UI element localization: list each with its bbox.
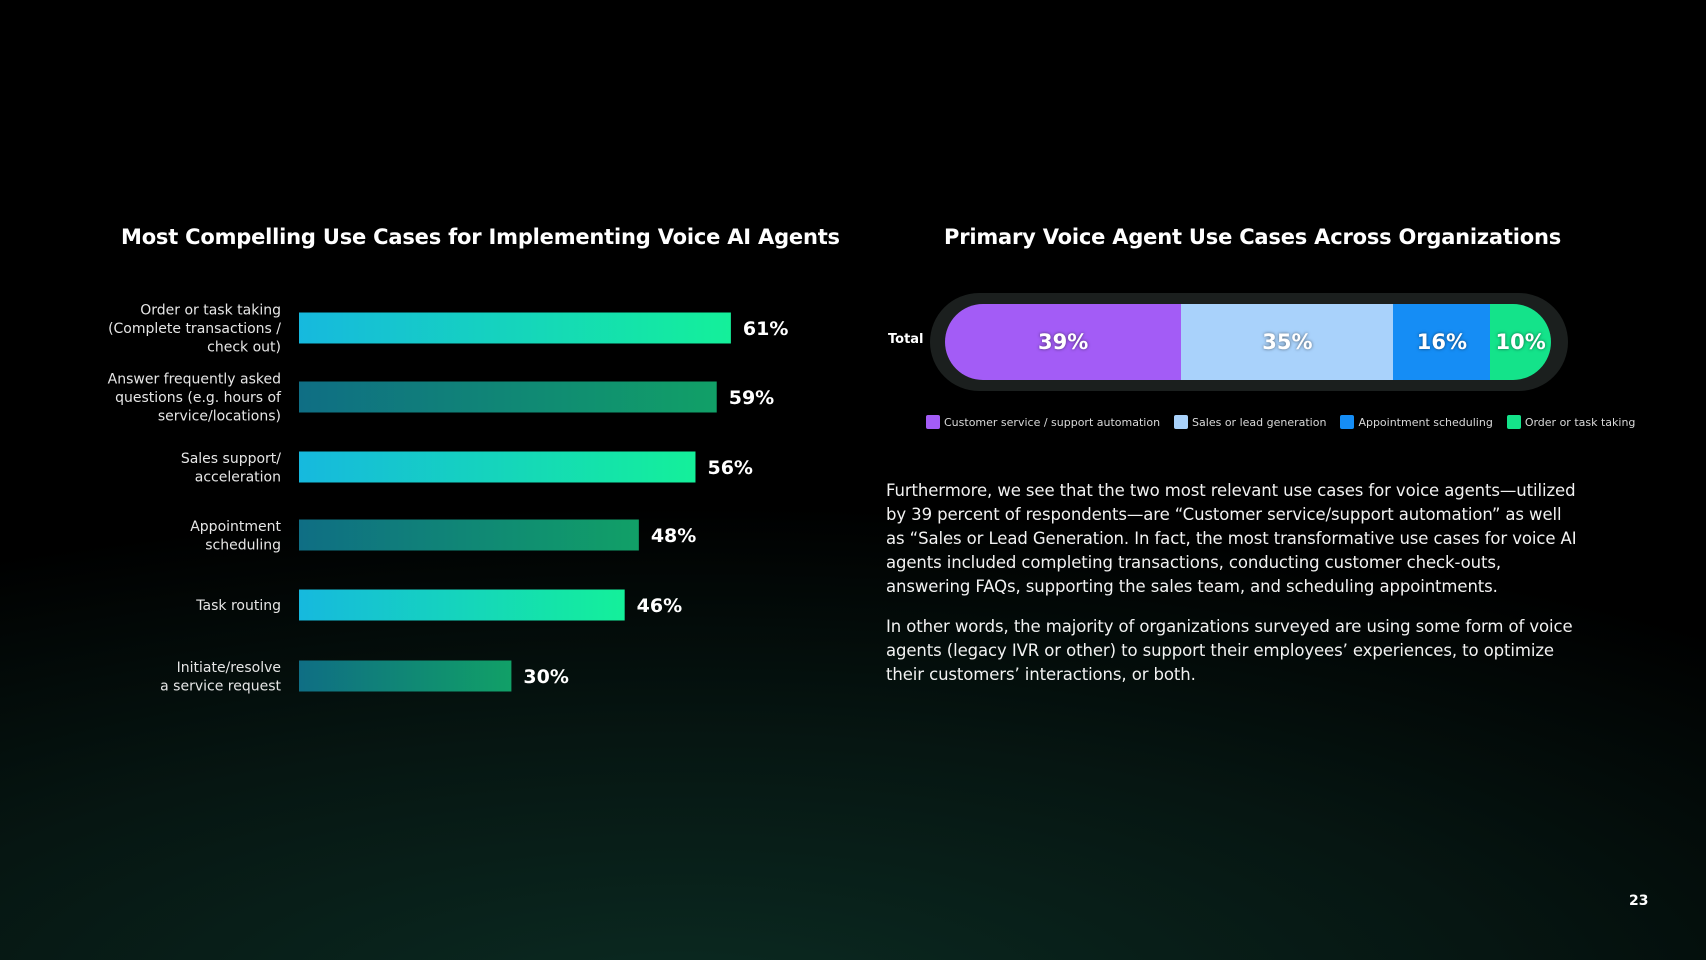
- stack-segment-2: 16%: [1393, 304, 1491, 380]
- legend-item-0: Customer service / support automation: [926, 415, 1160, 429]
- body-paragraph-2: In other words, the majority of organiza…: [886, 617, 1573, 684]
- bar-4: [299, 589, 625, 621]
- legend-label-3: Order or task taking: [1524, 415, 1636, 429]
- legend-item-1: Sales or lead generation: [1174, 415, 1326, 429]
- bar-value-label-1: 59%: [729, 387, 774, 409]
- bar-value-label-2: 56%: [707, 457, 752, 479]
- stacked-chart-title: Primary Voice Agent Use Cases Across Org…: [944, 225, 1562, 249]
- stacked-bar: 39% 35% 16% 10%: [945, 304, 1551, 380]
- page-number: 23: [1629, 893, 1649, 909]
- bar-category-label-4: Task routing: [195, 598, 281, 614]
- bar-5: [299, 660, 512, 692]
- bar-1: [299, 381, 717, 413]
- legend-item-3: Order or task taking: [1506, 415, 1636, 429]
- bar-value-label-4: 46%: [637, 595, 682, 617]
- legend-label-2: Appointment scheduling: [1358, 415, 1493, 429]
- body-paragraph-1: Furthermore, we see that the two most re…: [886, 481, 1577, 596]
- bar-category-label-1: Answer frequently asked questions (e.g. h…: [108, 372, 282, 425]
- legend-label-1: Sales or lead generation: [1192, 415, 1327, 429]
- legend-item-2: Appointment scheduling: [1340, 415, 1493, 429]
- bar-chart-title: Most Compelling Use Cases for Implementi…: [121, 225, 840, 249]
- bar-category-label-2: Sales support/acceleration: [181, 451, 281, 486]
- bar-value-label-5: 30%: [523, 666, 568, 688]
- legend-swatch-2: [1340, 415, 1355, 429]
- stacked-row-label: Total: [888, 332, 924, 347]
- bar-category-label-5: Initiate/resolve a service request: [160, 660, 281, 695]
- bar-3: [299, 519, 639, 551]
- stack-segment-3: 10%: [1490, 304, 1551, 380]
- bar-value-label-3: 48%: [651, 525, 696, 547]
- bar-2: [299, 451, 696, 483]
- bar-category-label-0: Order or task taking (Complete transactio…: [108, 303, 281, 356]
- legend-swatch-3: [1506, 415, 1521, 429]
- stack-segment-1: 35%: [1181, 304, 1394, 380]
- bar-0: [299, 312, 731, 344]
- use-cases-bar-chart: 61% Order or task taking (Complete transac…: [108, 303, 789, 695]
- stacked-bar-track: 39% 35% 16% 10%: [930, 293, 1568, 391]
- bar-category-label-3: Appointment scheduling: [190, 519, 281, 554]
- legend-label-0: Customer service / support automation: [944, 415, 1161, 429]
- stack-segment-0: 39%: [945, 304, 1182, 380]
- legend-swatch-1: [1174, 415, 1189, 429]
- stacked-chart-legend: Customer service / support automation Sal…: [926, 415, 1635, 429]
- bar-value-label-0: 61%: [743, 318, 788, 340]
- legend-swatch-0: [926, 415, 940, 429]
